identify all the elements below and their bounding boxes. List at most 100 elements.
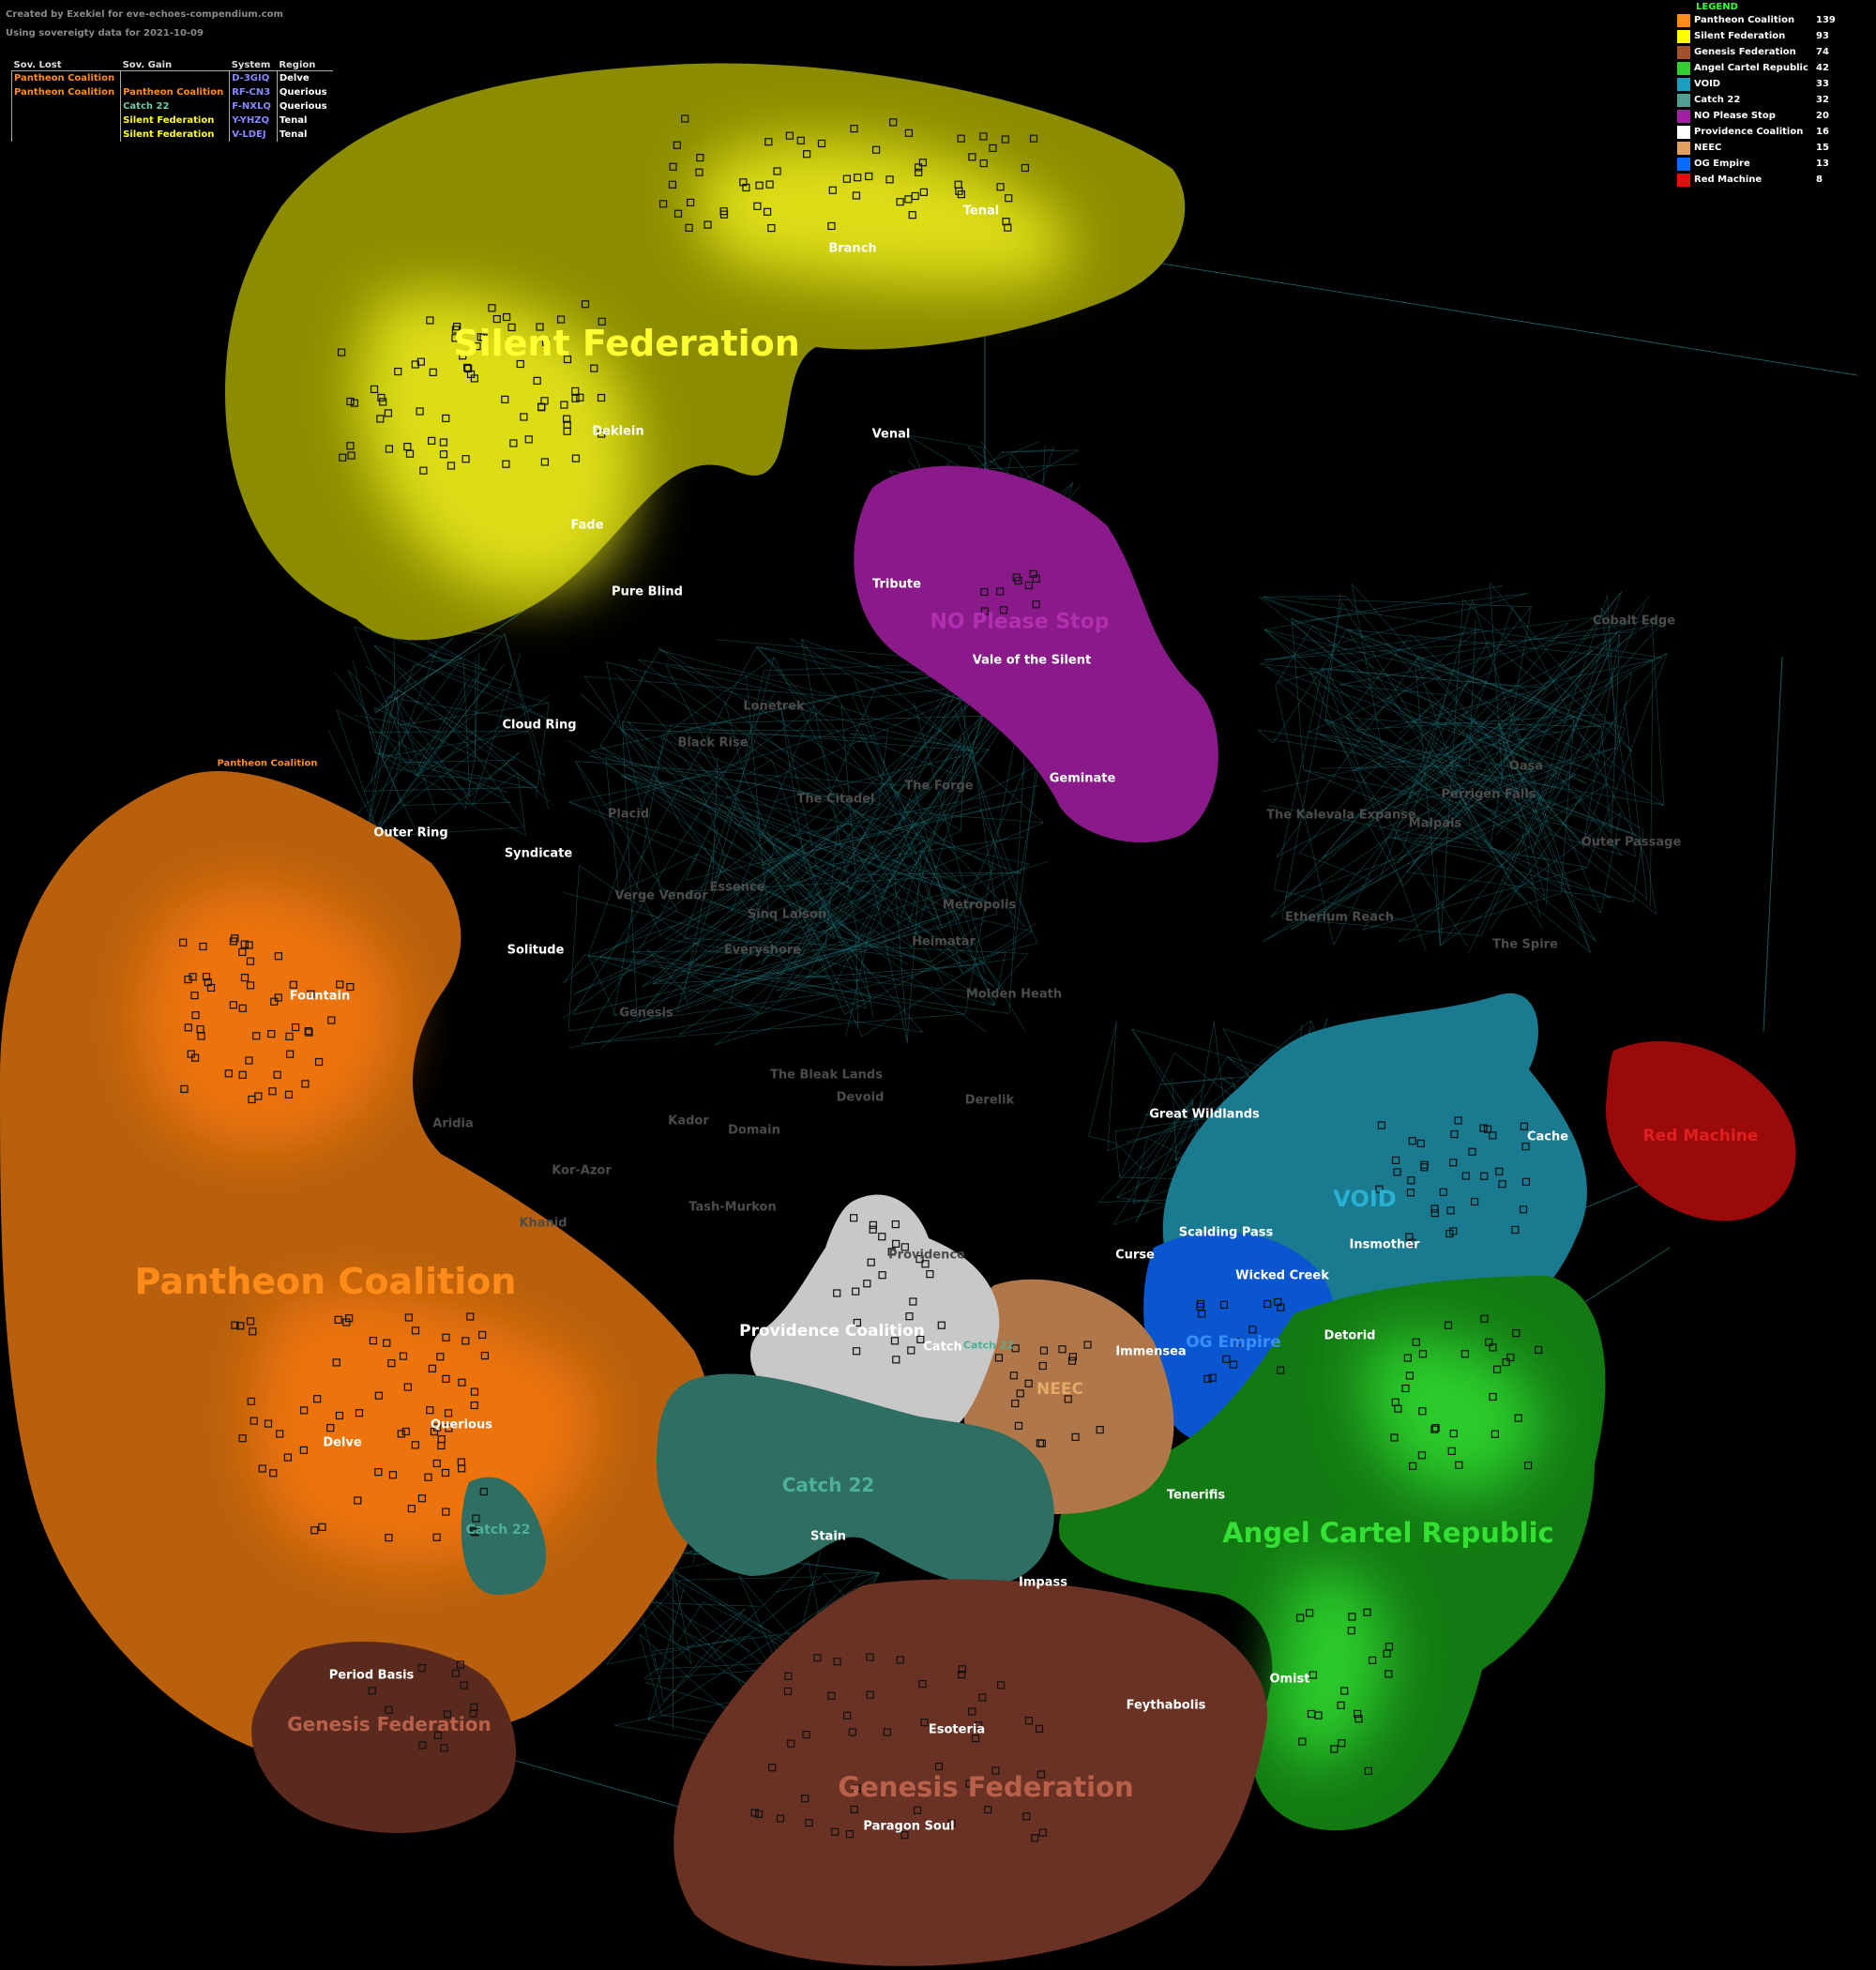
stargate-lane <box>686 843 894 1003</box>
system-marker <box>1430 1425 1439 1433</box>
stargate-lane <box>829 660 1011 993</box>
sov-lost-cell <box>10 99 121 114</box>
stargate-lane <box>911 712 984 948</box>
system-marker <box>1002 218 1010 226</box>
stargate-lane <box>348 670 402 806</box>
stargate-lane <box>825 947 906 957</box>
stargate-lane <box>756 646 1001 710</box>
stargate-lane <box>1415 660 1441 947</box>
system-marker <box>1068 1353 1077 1361</box>
system-marker <box>1524 1462 1533 1470</box>
legend-count: 93 <box>1816 31 1829 41</box>
stargate-lane <box>1406 596 1650 872</box>
stargate-lane <box>1494 653 1668 730</box>
system-marker <box>442 1333 450 1341</box>
stargate-lane <box>1257 729 1274 744</box>
stargate-lane <box>913 701 986 964</box>
stargate-lane <box>377 762 401 832</box>
stargate-lane <box>823 1572 880 1574</box>
system-marker <box>1468 1147 1476 1156</box>
stargate-lane <box>439 632 505 742</box>
system-marker <box>991 1766 1000 1775</box>
stargate-lane <box>852 694 871 698</box>
stargate-lane <box>1131 1028 1198 1124</box>
stargate-lane <box>1607 595 1617 748</box>
system-marker <box>229 1001 237 1009</box>
empire-region-label: Molden Heath <box>965 987 1063 1002</box>
header-sov-gain: Sov. Gain <box>120 60 230 71</box>
system-marker <box>501 395 509 403</box>
stargate-lane <box>582 1013 966 1044</box>
system-marker <box>254 1092 263 1100</box>
stargate-lane <box>400 759 515 764</box>
stargate-lane <box>568 801 779 874</box>
stargate-lane <box>1339 684 1446 695</box>
system-marker <box>374 1391 383 1400</box>
system-marker <box>768 1764 777 1772</box>
system-marker <box>502 460 510 468</box>
stargate-lane <box>1477 773 1577 840</box>
system-marker <box>318 1523 326 1531</box>
system-marker <box>673 209 683 218</box>
system-marker <box>426 1406 434 1415</box>
system-marker <box>246 1317 255 1326</box>
stargate-lane <box>373 644 476 753</box>
system-marker <box>404 1313 413 1322</box>
stargate-lane <box>1352 638 1611 772</box>
system-marker <box>817 139 826 148</box>
stargate-lane <box>954 708 1033 932</box>
stargate-lane <box>613 735 665 1016</box>
sov-lost-cell: Pantheon Coalition <box>10 70 121 85</box>
stargate-lane <box>1480 652 1610 936</box>
system-marker <box>428 436 436 445</box>
empire-region-label: Derelik <box>964 1093 1015 1108</box>
system-marker <box>802 1730 810 1739</box>
system-marker <box>432 1533 441 1541</box>
alliance-label: Providence Coalition <box>739 1322 925 1341</box>
region-label: Geminate <box>1049 771 1116 786</box>
system-marker <box>492 314 501 324</box>
stargate-lane <box>739 660 1011 927</box>
system-marker <box>313 1395 322 1403</box>
stargate-lane <box>681 826 770 917</box>
stargate-lane <box>1502 659 1654 693</box>
stargate-lane <box>567 993 830 1032</box>
system-marker <box>376 415 385 423</box>
pantheon-coalition-glow <box>138 886 598 1567</box>
system-marker <box>264 1419 273 1428</box>
stargate-lane <box>796 696 837 733</box>
stargate-lane <box>730 705 815 913</box>
system-marker <box>673 141 681 149</box>
stargate-lane <box>416 719 513 776</box>
system-marker <box>776 1814 785 1823</box>
stargate-lane <box>1763 656 1783 1033</box>
system-marker <box>437 1441 446 1450</box>
stargate-lane <box>620 775 990 904</box>
system-marker <box>921 1260 930 1268</box>
system-marker <box>1461 1172 1470 1180</box>
system-marker <box>1412 1338 1420 1346</box>
system-marker <box>1235 1338 1244 1346</box>
alliance-label: NO Please Stop <box>930 610 1110 634</box>
stargate-lane <box>683 735 758 939</box>
stargate-lane <box>1379 694 1447 880</box>
stargate-lane <box>504 632 546 776</box>
stargate-lane <box>1490 606 1532 844</box>
stargate-lane <box>567 739 995 1007</box>
system-marker <box>996 1681 1006 1690</box>
system-marker <box>1417 1451 1427 1460</box>
system-marker <box>442 1374 450 1383</box>
empire-region-label: The Bleak Lands <box>770 1068 883 1083</box>
legend-item: Providence Coalition 16 <box>1677 124 1865 140</box>
stargate-lane <box>807 680 956 978</box>
system-marker <box>314 1057 324 1067</box>
region-cell: Querious <box>276 99 333 114</box>
stargate-lane <box>1389 837 1550 860</box>
stargate-lane <box>1299 852 1371 881</box>
stargate-lane <box>1469 765 1575 794</box>
system-marker <box>536 323 544 331</box>
system-marker <box>516 359 524 369</box>
stargate-lane <box>1397 591 1622 864</box>
system-marker <box>370 385 379 394</box>
stargate-lane <box>354 627 416 772</box>
